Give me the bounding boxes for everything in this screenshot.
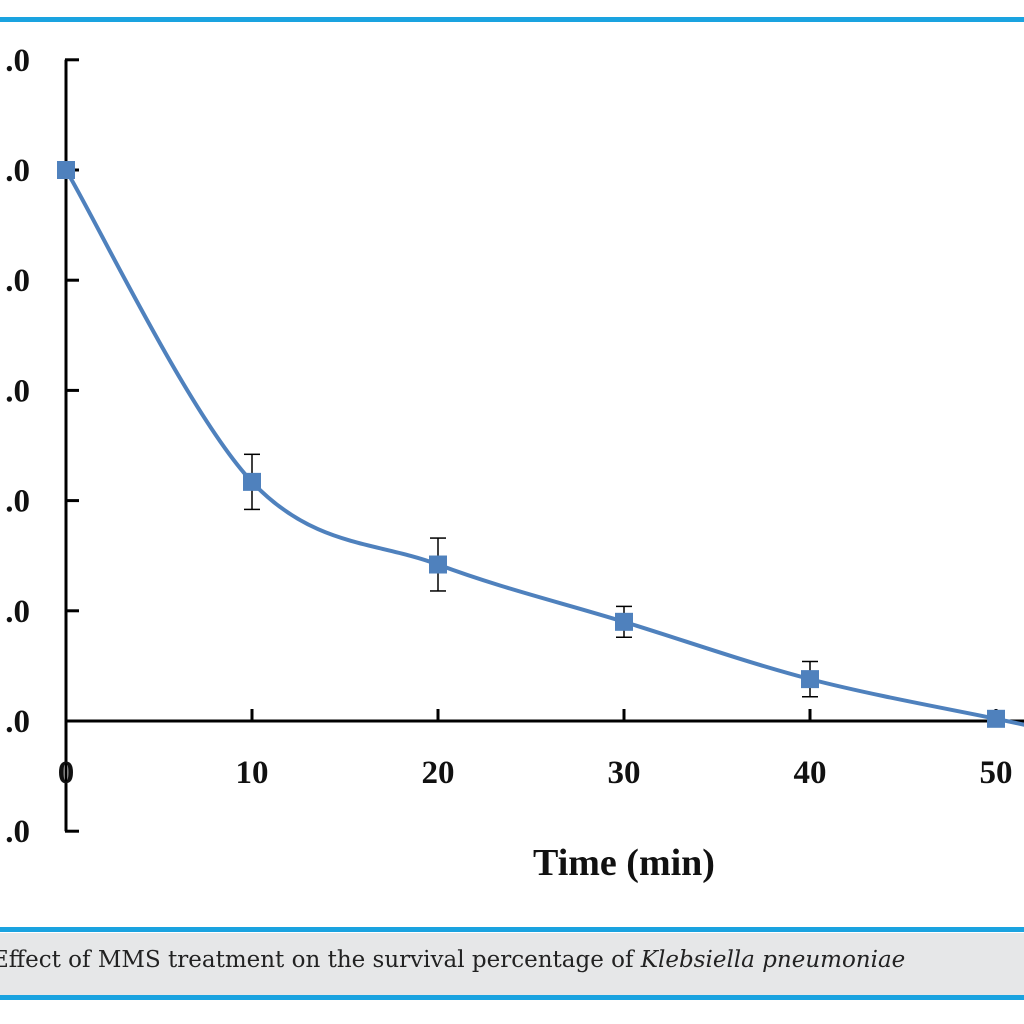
data-point (429, 555, 447, 574)
chart-axes (64, 58, 1024, 833)
figure-caption: Effect of MMS treatment on the survival … (0, 947, 905, 973)
error-bars (244, 453, 818, 698)
x-tick-label: 30 (608, 755, 641, 791)
caption-bottom-rule (0, 995, 1024, 1000)
x-tick-labels: 0 10 20 30 40 50 (58, 755, 1013, 791)
data-point (57, 161, 75, 179)
caption-top-rule (0, 927, 1024, 932)
y-tick-label: .0 (5, 263, 30, 299)
y-tick-label: .0 (5, 704, 30, 740)
caption-species: Klebsiella pneumoniae (640, 947, 906, 973)
caption-text: Effect of MMS treatment on the survival … (0, 947, 641, 973)
x-tick-label: 10 (236, 755, 269, 791)
y-tick-label: .0 (5, 484, 30, 520)
y-tick-label: .0 (5, 594, 30, 630)
data-point (615, 612, 633, 631)
data-point (987, 709, 1005, 728)
survival-chart: .0 .0 .0 .0 .0 .0 .0 .0 0 10 20 30 40 50 Time (min) (5, 43, 1024, 884)
top-rule (0, 17, 1024, 22)
y-tick-label: .0 (5, 43, 30, 79)
x-tick-label: 20 (422, 755, 455, 791)
y-tick-label: .0 (5, 153, 30, 189)
y-tick-labels: .0 .0 .0 .0 .0 .0 .0 .0 (5, 43, 30, 850)
data-markers (57, 161, 1005, 728)
x-tick-label: 40 (794, 755, 827, 791)
y-tick-label: .0 (5, 373, 30, 409)
x-axis-title: Time (min) (533, 842, 715, 884)
x-tick-label: 0 (58, 755, 75, 791)
caption-band (0, 933, 1024, 995)
data-point (243, 472, 261, 491)
data-point (801, 670, 819, 689)
survival-curve (64, 168, 1024, 727)
x-tick-label: 50 (980, 755, 1013, 791)
y-tick-label: .0 (5, 814, 30, 850)
